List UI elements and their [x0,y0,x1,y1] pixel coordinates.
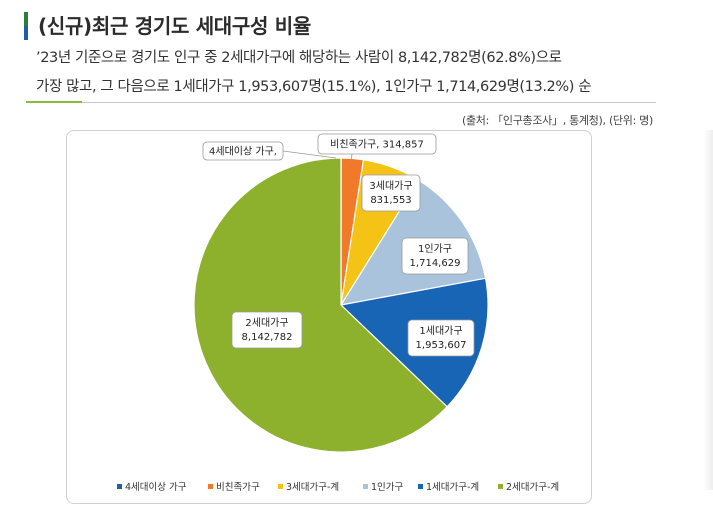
page-title: (신규)최근 경기도 세대구성 비율 [38,14,311,38]
legend-swatch-2 [278,484,283,489]
legend-swatch-0 [117,484,122,489]
legend-label-1: 비친족가구 [216,482,260,493]
description-line-2: 가장 많고, 그 다음으로 1세대가구 1,953,607명(15.1%), 1… [36,79,592,95]
legend-swatch-3 [363,484,368,489]
data-label-name-4: 1세대가구 [419,325,462,337]
description-line-1: ’23년 기준으로 경기도 인구 중 2세대가구에 해당하는 사람이 8,142… [36,50,562,66]
description: ’23년 기준으로 경기도 인구 중 2세대가구에 해당하는 사람이 8,142… [36,44,676,102]
legend-label-3: 1인가구 [371,482,404,493]
data-label-box-2 [361,174,421,212]
description-rule [82,101,656,103]
label-leader-line-1 [350,153,353,163]
data-label-value-5: 8,142,782 [242,332,293,343]
data-label-name-3: 1인가구 [418,243,452,255]
legend-swatch-4 [418,484,423,489]
data-label-value-3: 1,714,629 [410,258,461,269]
data-label-box-0 [202,141,284,161]
data-label-value-2: 831,553 [370,195,411,206]
page-edge-shadow [703,130,713,490]
legend-label-0: 4세대이상 가구 [125,482,187,493]
data-label-0: 4세대이상 가구, [209,146,277,158]
data-label-box-5 [231,311,303,349]
title-accent-bar [24,12,28,40]
legend-label-5: 2세대가구-계 [506,481,559,493]
label-leader-line-0 [282,150,337,159]
legend-swatch-1 [208,484,213,489]
description-rule-accent [26,101,82,103]
data-label-box-3 [401,237,469,275]
data-label-name-2: 3세대가구 [369,180,412,192]
data-label-box-1 [317,133,437,155]
data-label-box-4 [407,319,475,357]
legend-label-2: 3세대가구-계 [286,481,339,493]
data-label-1: 비친족가구, 314,857 [330,139,424,151]
pie-slice-5 [193,157,448,453]
data-label-name-5: 2세대가구 [245,317,288,329]
source-note: (출처: 「인구총조사」, 통계청), (단위: 명) [461,114,653,127]
data-label-value-4: 1,953,607 [416,340,467,351]
legend-label-4: 1세대가구-계 [426,481,479,493]
legend-swatch-5 [498,484,503,489]
